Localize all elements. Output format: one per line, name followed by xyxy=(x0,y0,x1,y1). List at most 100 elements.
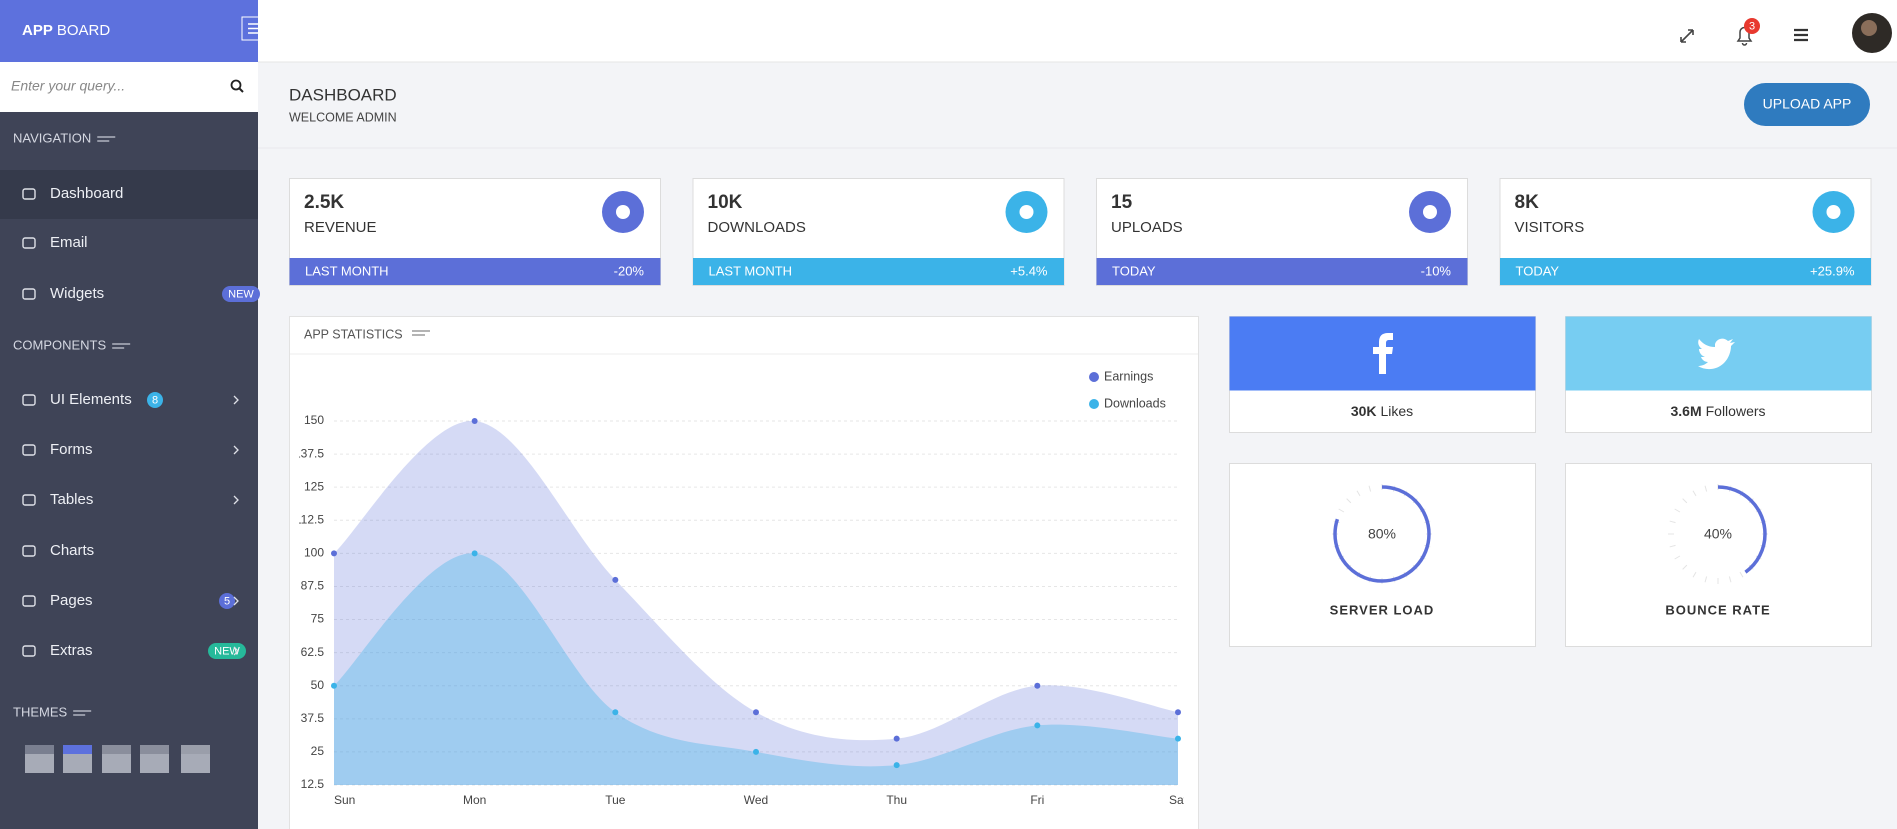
nav-item[interactable]: UI Elements xyxy=(50,391,132,408)
x-tick-labels: Sun Mon Tue Wed Thu Fri Sat xyxy=(334,793,1188,807)
x-tick-label: Thu xyxy=(886,793,907,807)
gauge-value: 80% xyxy=(1368,526,1396,542)
nav-item[interactable]: Email xyxy=(50,234,88,251)
y-tick-label: 25 xyxy=(311,744,325,758)
title-lines xyxy=(412,330,430,336)
social-label: Followers xyxy=(1706,403,1766,419)
stat-icon-glyph xyxy=(1826,205,1841,219)
nav-badge-text: NEW xyxy=(214,645,240,657)
section-lines xyxy=(73,710,92,716)
stat-icon-glyph xyxy=(1423,205,1437,219)
gauge-tick xyxy=(1368,485,1372,492)
data-point[interactable] xyxy=(471,418,478,424)
x-tick-label: Tue xyxy=(605,793,626,807)
search-placeholder[interactable]: Enter your query... xyxy=(11,78,125,94)
data-point[interactable] xyxy=(753,709,759,716)
brand-rest: BOARD xyxy=(57,22,111,39)
search-icon[interactable] xyxy=(230,79,242,91)
stat-footer xyxy=(693,258,1064,285)
nav-icon xyxy=(22,444,36,456)
gauge-card xyxy=(1565,463,1872,647)
sidebar xyxy=(0,0,258,829)
stat-period: LAST MONTH xyxy=(709,263,793,278)
legend-label[interactable]: Earnings xyxy=(1104,369,1153,383)
stat-icon-glyph xyxy=(1019,205,1034,219)
gauge-tick xyxy=(1674,555,1681,560)
y-tick-label: 37.5 xyxy=(301,711,325,725)
legend-marker xyxy=(1089,399,1099,409)
fullscreen-icon[interactable] xyxy=(1680,29,1694,43)
submenu-chevron xyxy=(233,445,239,455)
theme-swatch-top xyxy=(140,745,169,754)
active-item-bg xyxy=(0,170,258,219)
data-point[interactable] xyxy=(893,735,900,742)
nav-item[interactable]: Tables xyxy=(50,491,93,508)
nav-icon xyxy=(22,494,36,506)
social-count: 3.6M xyxy=(1670,403,1701,419)
nav-item[interactable]: Pages xyxy=(50,592,93,609)
stat-label: DOWNLOADS xyxy=(708,219,806,236)
gauge-tick xyxy=(1669,544,1676,548)
menu-icon[interactable] xyxy=(1794,28,1808,42)
gauge-tick xyxy=(1728,576,1732,583)
section-lines xyxy=(112,343,131,349)
x-tick-label: Sat xyxy=(1169,793,1188,807)
social-label: Likes xyxy=(1381,403,1414,419)
stat-footer xyxy=(1500,258,1871,285)
submenu-chevron xyxy=(233,646,239,656)
social-stat: 3.6M Followers xyxy=(1670,403,1765,419)
nav-item[interactable]: Charts xyxy=(50,542,94,559)
gauge-tick xyxy=(1682,498,1688,504)
gauge-tick xyxy=(1682,564,1688,570)
x-tick-label: Mon xyxy=(463,793,486,807)
gauge-arc xyxy=(1333,485,1431,583)
area xyxy=(334,420,1178,785)
theme-swatch-top xyxy=(63,745,92,754)
data-point[interactable] xyxy=(1175,735,1181,742)
nav-section-title: COMPONENTS xyxy=(13,337,107,352)
stat-value: 8K xyxy=(1515,192,1540,213)
stat-footer xyxy=(1096,258,1468,285)
data-point[interactable] xyxy=(612,576,619,583)
search-icon-handle xyxy=(238,87,244,93)
nav-item[interactable]: Extras xyxy=(50,642,93,659)
data-point[interactable] xyxy=(893,762,900,769)
upload-button-label[interactable]: UPLOAD APP xyxy=(1763,96,1852,112)
y-tick-label: 100 xyxy=(304,546,324,560)
gauge-value: 40% xyxy=(1704,526,1732,542)
nav-item[interactable]: Dashboard xyxy=(50,185,123,202)
y-tick-label: 62.5 xyxy=(301,645,325,659)
legend-label[interactable]: Downloads xyxy=(1104,396,1166,410)
chart-card xyxy=(289,316,1199,829)
nav-section-title: NAVIGATION xyxy=(13,130,91,145)
y-tick-label: 112.5 xyxy=(295,512,324,526)
data-point[interactable] xyxy=(331,550,337,557)
gauge-tick xyxy=(1704,576,1708,583)
upload-button[interactable] xyxy=(1744,83,1870,126)
stat-period: TODAY xyxy=(1516,263,1560,278)
notification-badge xyxy=(1744,18,1760,34)
facebook-icon xyxy=(1373,333,1393,374)
data-point[interactable] xyxy=(753,748,759,755)
nav-item[interactable]: Widgets xyxy=(50,285,104,302)
area xyxy=(334,553,1178,785)
nav-item[interactable]: Forms xyxy=(50,441,93,458)
data-point[interactable] xyxy=(1175,709,1181,716)
data-point[interactable] xyxy=(1034,722,1041,729)
submenu-chevron xyxy=(233,495,239,505)
search-box[interactable] xyxy=(0,62,258,112)
y-tick-label: 137.5 xyxy=(294,446,324,460)
gauge-title: SERVER LOAD xyxy=(1330,602,1435,617)
data-point[interactable] xyxy=(471,550,478,557)
stat-value: 2.5K xyxy=(304,192,344,213)
nav-badge xyxy=(147,392,163,408)
section-lines xyxy=(97,136,116,142)
data-point[interactable] xyxy=(612,709,619,716)
nav-badge xyxy=(219,593,235,609)
notification-count: 3 xyxy=(1749,20,1755,32)
data-point[interactable] xyxy=(1034,682,1041,689)
gauge-tick xyxy=(1346,498,1352,504)
submenu-chevron xyxy=(233,596,239,606)
data-point[interactable] xyxy=(331,682,337,689)
